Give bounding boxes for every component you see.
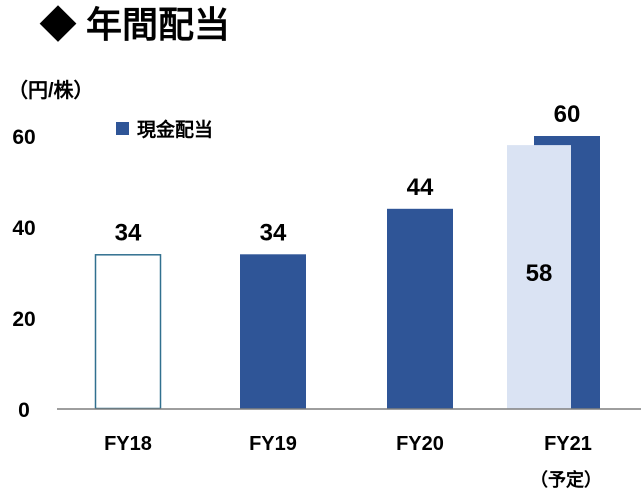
data-label-fy19: 34	[260, 219, 287, 246]
bar-fy18	[94, 254, 162, 410]
y-axis-unit-label: （円/株）	[8, 80, 94, 102]
x-tick-label-fy20: FY20	[396, 433, 444, 455]
data-label-fy18: 34	[115, 219, 142, 246]
y-tick-label: 0	[18, 399, 30, 422]
y-tick-label: 40	[12, 217, 35, 240]
x-tick-label-fy18: FY18	[104, 433, 152, 455]
data-label-fy21-forecast: 58	[526, 260, 553, 287]
x-tick-label-fy19: FY19	[249, 433, 297, 455]
fy21-sublabel: （予定）	[530, 470, 602, 490]
legend-label: 現金配当	[137, 120, 214, 141]
data-label-fy21: 60	[554, 101, 581, 128]
legend-swatch	[116, 122, 129, 135]
bar-fy19	[240, 254, 306, 409]
x-tick-label-fy21: FY21	[544, 433, 592, 455]
legend: 現金配当	[116, 115, 213, 142]
bar-fy20	[387, 208, 453, 409]
y-tick-label: 60	[12, 126, 35, 149]
y-tick-label: 20	[12, 308, 35, 331]
data-label-fy20: 44	[407, 174, 434, 201]
chart-title: ◆ 年間配当	[40, 4, 231, 45]
bar-fy21-forecast	[507, 145, 571, 409]
